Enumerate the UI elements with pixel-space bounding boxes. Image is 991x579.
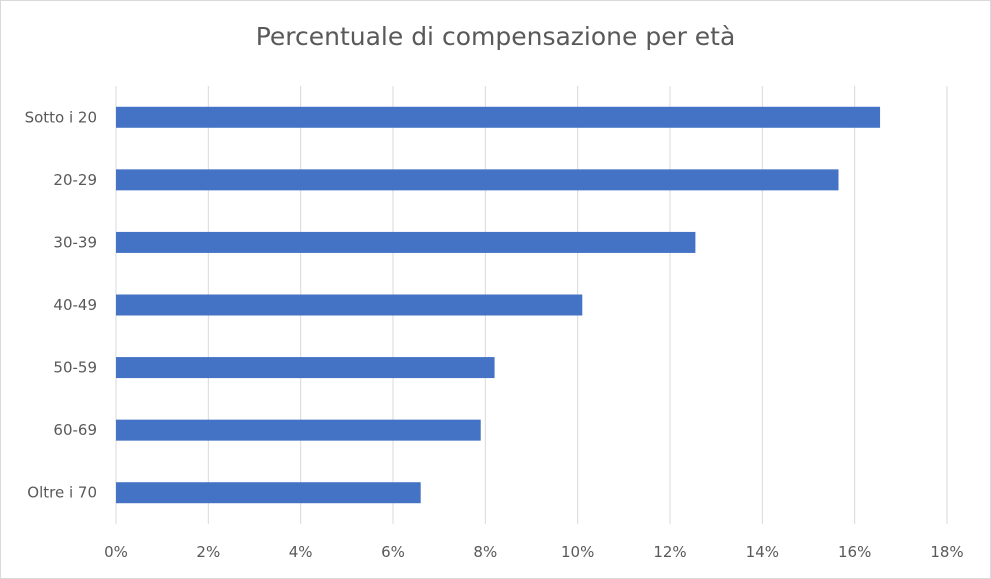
category-label: Sotto i 20	[25, 108, 97, 126]
bar	[116, 231, 696, 253]
category-label: 30-39	[53, 233, 97, 251]
chart-title: Percentuale di compensazione per età	[255, 22, 736, 51]
x-tick-label: 18%	[930, 543, 963, 561]
x-tick-label: 2%	[196, 543, 220, 561]
x-tick-label: 0%	[104, 543, 128, 561]
category-label: 20-29	[53, 171, 97, 189]
bar	[116, 357, 495, 379]
bar	[116, 106, 881, 128]
x-tick-label: 12%	[653, 543, 686, 561]
x-tick-label: 10%	[561, 543, 594, 561]
x-tick-label: 6%	[381, 543, 405, 561]
bar	[116, 482, 421, 504]
x-tick-label: 8%	[473, 543, 497, 561]
category-label: Oltre i 70	[27, 484, 97, 502]
bar	[116, 294, 583, 316]
category-label: 60-69	[53, 421, 97, 439]
category-label: 40-49	[53, 296, 97, 314]
x-tick-label: 16%	[838, 543, 871, 561]
bar	[116, 169, 839, 191]
bar	[116, 419, 481, 441]
category-label: 50-59	[53, 359, 97, 377]
x-tick-label: 14%	[746, 543, 779, 561]
x-tick-label: 4%	[289, 543, 313, 561]
